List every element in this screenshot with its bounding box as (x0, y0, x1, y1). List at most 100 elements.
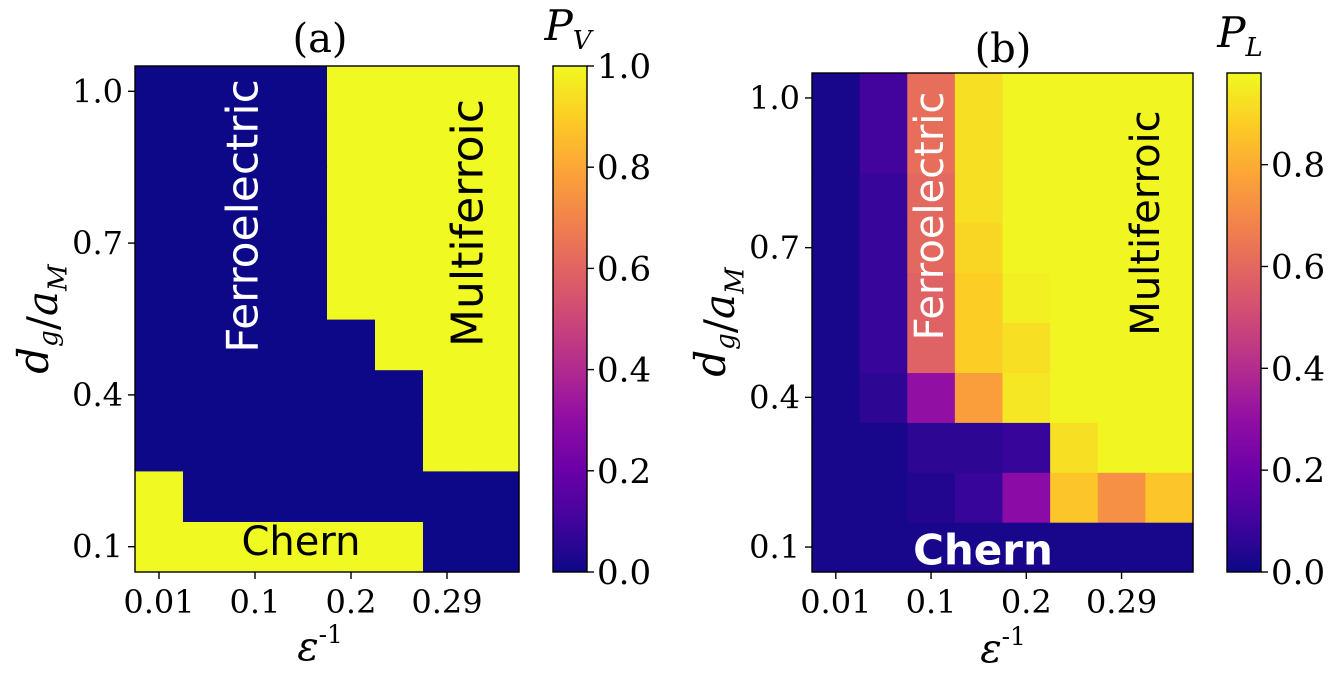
heatmap-cell (954, 472, 1004, 523)
panel-b: 0.01 0.1 0.2 0.290.10.40.71.0 Ferroelectric M… (686, 8, 1325, 672)
heatmap-cell (954, 322, 1004, 373)
heatmap-cell (375, 420, 424, 472)
colorbar-frame (1226, 72, 1262, 573)
colorbar-tick-label: 0.8 (1271, 146, 1325, 186)
heatmap-cell (279, 369, 328, 421)
heatmap-cell (954, 272, 1004, 324)
y-tick-label: 1.0 (749, 79, 800, 117)
panel-title: (b) (975, 26, 1032, 72)
heatmap-cell (231, 369, 280, 421)
colorbar-frame (552, 65, 588, 573)
region-label-ferroelectric: Ferroelectric (907, 92, 953, 341)
heatmap-cell (231, 268, 280, 320)
x-tick-label: 0.1 (906, 583, 957, 621)
region-label-chern: Chern (913, 526, 1053, 575)
heatmap-cell (423, 521, 472, 573)
heatmap-cell (423, 116, 472, 168)
colorbar-label: PV (543, 1, 594, 56)
heatmap-cell (859, 122, 908, 174)
heatmap-cell (1097, 322, 1146, 373)
heatmap-cell (327, 116, 376, 168)
heatmap-cell (954, 222, 1004, 274)
heatmap-cell (1145, 73, 1194, 124)
heatmap-cell (859, 472, 908, 523)
heatmap-cell (423, 420, 472, 472)
x-axis-label: ε-1 (980, 622, 1026, 672)
heatmap-cells (812, 73, 1194, 573)
heatmap-cell (812, 322, 861, 373)
heatmap-cell (907, 222, 956, 274)
y-tick-label: 0.4 (72, 376, 123, 414)
heatmap-cell (1050, 172, 1099, 224)
heatmap-cell (907, 272, 956, 324)
panel-title: (a) (292, 16, 347, 62)
heatmap-cell (327, 420, 376, 472)
heatmap-cell (812, 73, 861, 124)
heatmap-cell (907, 322, 956, 373)
colorbar-tick-label: 0.6 (1271, 247, 1325, 287)
heatmap-cell (1097, 73, 1146, 124)
heatmap-cell (183, 470, 232, 522)
heatmap-cell (471, 268, 520, 320)
heatmap-cell (375, 217, 424, 269)
heatmap-cell (812, 172, 861, 224)
heatmap-cell (183, 319, 232, 371)
heatmap-cell (1097, 122, 1146, 174)
x-axis-label: ε-1 (297, 620, 343, 670)
heatmap-cell (279, 420, 328, 472)
heatmap-cell (327, 369, 376, 421)
heatmap-cell (327, 167, 376, 219)
y-tick-label: 0.7 (72, 224, 123, 262)
heatmap-cell (183, 167, 232, 219)
heatmap-cell (1050, 522, 1099, 573)
heatmap-cell (812, 272, 861, 324)
heatmap-cell (859, 172, 908, 224)
heatmap-cell (183, 217, 232, 269)
heatmap-cell (135, 66, 184, 118)
heatmap-cell (231, 167, 280, 219)
heatmap-cell (423, 66, 472, 118)
heatmap-cell (423, 319, 472, 371)
x-tick-label: 0.1 (230, 583, 281, 621)
heatmap-cell (1002, 272, 1051, 324)
heatmap-cell (471, 217, 520, 269)
heatmap-cell (279, 268, 328, 320)
heatmap-cell (423, 470, 472, 522)
heatmap-cell (812, 122, 861, 174)
heatmap-cell (1097, 522, 1146, 573)
heatmap-cell (859, 222, 908, 274)
heatmap-cell (907, 73, 956, 124)
heatmap-cell (812, 372, 861, 423)
heatmap-cell (812, 522, 861, 573)
heatmap-cell (859, 422, 908, 473)
heatmap-cell (375, 66, 424, 118)
heatmap-cell (1145, 172, 1194, 224)
heatmap-cell (812, 222, 861, 274)
heatmap-cell (135, 521, 184, 573)
heatmap-cell (231, 116, 280, 168)
heatmap-cell (183, 369, 232, 421)
heatmap-cell (812, 422, 861, 473)
heatmap-cell (375, 521, 424, 573)
heatmap-cell (279, 66, 328, 118)
heatmap-cell (327, 319, 376, 371)
heatmap-cell (1050, 73, 1099, 124)
heatmap-cell (1050, 272, 1099, 324)
heatmap-cell (135, 268, 184, 320)
heatmap-cell (907, 522, 956, 573)
heatmap-cell (327, 217, 376, 269)
heatmap-cell (135, 470, 184, 522)
heatmap-cell (135, 369, 184, 421)
heatmap-cell (1002, 322, 1051, 373)
heatmap-cell (471, 369, 520, 421)
heatmap-cell (327, 268, 376, 320)
heatmap-cell (1145, 122, 1194, 174)
heatmap-cell (907, 122, 956, 174)
heatmap-cell (183, 268, 232, 320)
heatmap-cell (1097, 372, 1146, 423)
colorbar-tick-label: 0.2 (1271, 451, 1325, 491)
heatmap-cell (1050, 322, 1099, 373)
heatmap-cell (231, 217, 280, 269)
heatmap-cell (954, 422, 1004, 473)
heatmap-cell (135, 167, 184, 219)
